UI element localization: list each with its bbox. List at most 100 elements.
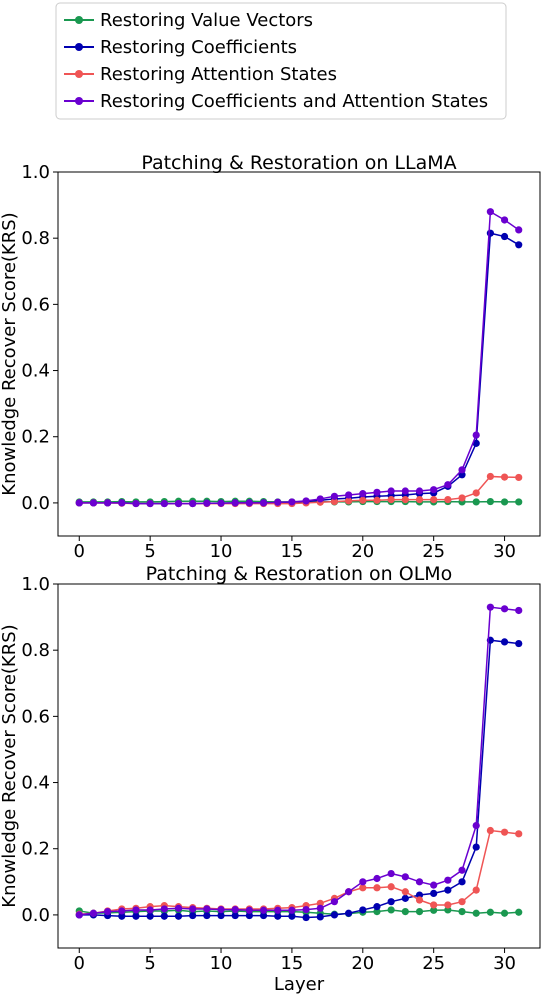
data-point — [401, 487, 409, 495]
data-point — [373, 496, 381, 504]
data-point — [316, 899, 324, 907]
chart-title: Patching & Restoration on LLaMA — [141, 152, 456, 174]
data-point — [274, 906, 282, 914]
data-point — [430, 496, 438, 504]
data-point — [288, 912, 296, 920]
data-point — [458, 494, 466, 502]
data-point — [472, 886, 480, 894]
data-point — [245, 906, 253, 914]
data-point — [373, 903, 381, 911]
data-point — [330, 898, 339, 906]
plot-frame — [57, 171, 541, 537]
data-point — [359, 878, 367, 886]
chart-title: Patching & Restoration on OLMo — [146, 563, 453, 585]
data-point — [515, 639, 523, 648]
legend-entry-restoring-coefficients: Restoring Coefficients — [64, 37, 297, 58]
data-point — [387, 869, 395, 878]
data-point — [458, 908, 466, 916]
data-point — [472, 909, 480, 917]
legend-entry-restoring-coefficients-and-attention-states: Restoring Coefficients and Attention Sta… — [64, 91, 488, 112]
data-point — [132, 906, 140, 914]
data-point — [444, 481, 452, 489]
y-tick-label: 0.8 — [21, 640, 50, 661]
data-point — [472, 439, 480, 447]
data-point — [174, 912, 183, 920]
data-point — [203, 905, 211, 913]
y-tick-label: 0.6 — [21, 706, 50, 727]
data-point — [89, 499, 98, 507]
data-point — [160, 912, 168, 920]
data-point — [75, 499, 83, 507]
chart-olmo: Patching & Restoration on OLMo 0 5 10 15 20 25… — [0, 563, 541, 995]
y-tick-label: 0.4 — [21, 361, 50, 382]
data-point — [373, 884, 381, 892]
data-point — [444, 886, 452, 894]
data-point — [373, 908, 381, 916]
y-tick-label: 0.0 — [21, 493, 50, 514]
data-point — [444, 876, 452, 884]
data-point — [515, 830, 523, 838]
data-point — [288, 906, 296, 914]
data-point — [231, 906, 239, 914]
data-point — [89, 909, 98, 917]
data-point — [486, 826, 494, 835]
data-point — [415, 496, 424, 504]
data-point — [217, 499, 225, 507]
data-point — [387, 496, 395, 504]
data-point — [160, 905, 168, 913]
data-point — [259, 911, 268, 920]
data-point — [302, 906, 310, 914]
data-point — [345, 909, 353, 917]
data-point — [345, 497, 353, 505]
data-point — [118, 499, 126, 507]
data-point — [387, 898, 395, 906]
y-tick-label: 0.2 — [21, 839, 50, 860]
series-line — [79, 829, 519, 915]
data-point — [430, 901, 438, 909]
legend-dot-marker — [75, 97, 83, 105]
legend-dot-marker — [75, 43, 83, 51]
data-point — [486, 472, 494, 481]
data-point — [245, 499, 253, 507]
data-point — [217, 906, 225, 914]
data-point — [174, 904, 183, 912]
y-tick-label: 1.0 — [21, 162, 50, 183]
plot-frame — [57, 583, 541, 949]
data-point — [515, 908, 523, 916]
x-tick-label: 20 — [351, 953, 374, 974]
data-point — [401, 888, 409, 896]
data-point — [472, 843, 480, 851]
data-point — [259, 906, 268, 914]
data-point — [359, 906, 367, 914]
y-axis-label: Knowledge Recover Score(KRS) — [0, 624, 20, 907]
series-restoring-coefficients — [75, 229, 523, 508]
data-point — [415, 487, 424, 495]
data-point — [330, 497, 339, 506]
chart-llama: Patching & Restoration on LLaMA 0 5 10 15 20 2… — [0, 152, 541, 562]
data-point — [75, 911, 83, 919]
x-tick-label: 0 — [74, 953, 85, 974]
data-point — [118, 907, 126, 915]
data-point — [373, 488, 381, 496]
data-point — [444, 901, 452, 909]
data-point — [132, 912, 140, 920]
x-tick-label: 25 — [422, 953, 445, 974]
legend-entry-restoring-value-vectors: Restoring Value Vectors — [64, 10, 313, 31]
x-tick-label: 5 — [144, 541, 155, 562]
data-point — [203, 911, 211, 920]
data-point — [486, 208, 494, 216]
data-point — [486, 603, 494, 611]
data-point — [415, 878, 424, 886]
data-point — [486, 497, 494, 506]
data-point — [415, 896, 424, 904]
x-tick-label: 15 — [280, 953, 303, 974]
legend-label: Restoring Coefficients and Attention Sta… — [100, 91, 488, 112]
data-point — [132, 499, 140, 508]
data-point — [500, 909, 509, 917]
data-point — [472, 431, 480, 439]
data-point — [500, 498, 509, 506]
legend: Restoring Value Vectors Restoring Coeffic… — [55, 2, 507, 120]
data-point — [472, 489, 480, 497]
series-line — [79, 210, 520, 505]
